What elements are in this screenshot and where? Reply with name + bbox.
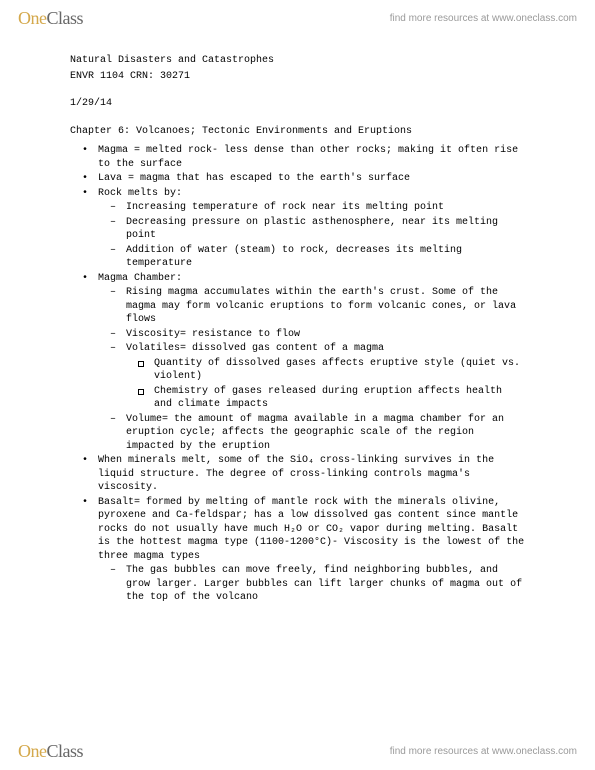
list-item-text: The gas bubbles can move freely, find ne… xyxy=(126,565,522,603)
list-item-text: Rising magma accumulates within the eart… xyxy=(126,287,516,325)
list-item: Basalt= formed by melting of mantle rock… xyxy=(70,496,525,605)
list-item: Increasing temperature of rock near its … xyxy=(98,201,525,215)
list-item-text: Quantity of dissolved gases affects erup… xyxy=(154,358,520,383)
list-item: Rising magma accumulates within the eart… xyxy=(98,286,525,327)
footer-bar: OneClass find more resources at www.onec… xyxy=(0,733,595,770)
list-item: Rock melts by: Increasing temperature of … xyxy=(70,187,525,271)
list-item-text: Addition of water (steam) to rock, decre… xyxy=(126,245,462,270)
list-item-text: Chemistry of gases released during erupt… xyxy=(154,386,502,411)
list-item: Volatiles= dissolved gas content of a ma… xyxy=(98,342,525,412)
dash-list: The gas bubbles can move freely, find ne… xyxy=(98,564,525,605)
document-body: Natural Disasters and Catastrophes ENVR … xyxy=(70,54,525,606)
list-item: Viscosity= resistance to flow xyxy=(98,328,525,342)
doc-title: Natural Disasters and Catastrophes xyxy=(70,54,525,68)
list-item: Quantity of dissolved gases affects erup… xyxy=(126,357,525,384)
list-item: Lava = magma that has escaped to the ear… xyxy=(70,172,525,186)
square-list: Quantity of dissolved gases affects erup… xyxy=(126,357,525,412)
resources-link-bottom[interactable]: find more resources at www.oneclass.com xyxy=(390,746,577,757)
list-item-text: Basalt= formed by melting of mantle rock… xyxy=(98,497,524,562)
dash-list: Increasing temperature of rock near its … xyxy=(98,201,525,271)
brand-one: One xyxy=(18,741,47,761)
doc-course: ENVR 1104 CRN: 30271 xyxy=(70,70,525,84)
list-item-text: Rock melts by: xyxy=(98,188,182,199)
list-item: Magma Chamber: Rising magma accumulates w… xyxy=(70,272,525,454)
list-item: Magma = melted rock- less dense than oth… xyxy=(70,144,525,171)
header-bar: OneClass find more resources at www.onec… xyxy=(0,0,595,37)
list-item-text: Volume= the amount of magma available in… xyxy=(126,414,504,452)
brand-one: One xyxy=(18,8,47,28)
list-item-text: Decreasing pressure on plastic asthenosp… xyxy=(126,217,498,242)
bullet-list: Magma = melted rock- less dense than oth… xyxy=(70,144,525,605)
list-item: Decreasing pressure on plastic asthenosp… xyxy=(98,216,525,243)
list-item: Volume= the amount of magma available in… xyxy=(98,413,525,454)
doc-chapter: Chapter 6: Volcanoes; Tectonic Environme… xyxy=(70,125,525,139)
list-item: Addition of water (steam) to rock, decre… xyxy=(98,244,525,271)
list-item-text: Lava = magma that has escaped to the ear… xyxy=(98,173,410,184)
spacer xyxy=(70,85,525,95)
list-item: Chemistry of gases released during erupt… xyxy=(126,385,525,412)
list-item-text: Volatiles= dissolved gas content of a ma… xyxy=(126,343,384,354)
list-item-text: Magma Chamber: xyxy=(98,273,182,284)
list-item-text: Increasing temperature of rock near its … xyxy=(126,202,444,213)
brand-logo-footer: OneClass xyxy=(18,741,83,762)
brand-class: Class xyxy=(47,8,84,28)
list-item-text: When minerals melt, some of the SiO₄ cro… xyxy=(98,455,494,493)
spacer xyxy=(70,113,525,123)
list-item-text: Viscosity= resistance to flow xyxy=(126,329,300,340)
list-item: When minerals melt, some of the SiO₄ cro… xyxy=(70,454,525,495)
dash-list: Rising magma accumulates within the eart… xyxy=(98,286,525,453)
resources-link-top[interactable]: find more resources at www.oneclass.com xyxy=(390,13,577,24)
list-item-text: Magma = melted rock- less dense than oth… xyxy=(98,145,518,170)
brand-class: Class xyxy=(47,741,84,761)
brand-logo: OneClass xyxy=(18,8,83,29)
list-item: The gas bubbles can move freely, find ne… xyxy=(98,564,525,605)
doc-date: 1/29/14 xyxy=(70,97,525,111)
